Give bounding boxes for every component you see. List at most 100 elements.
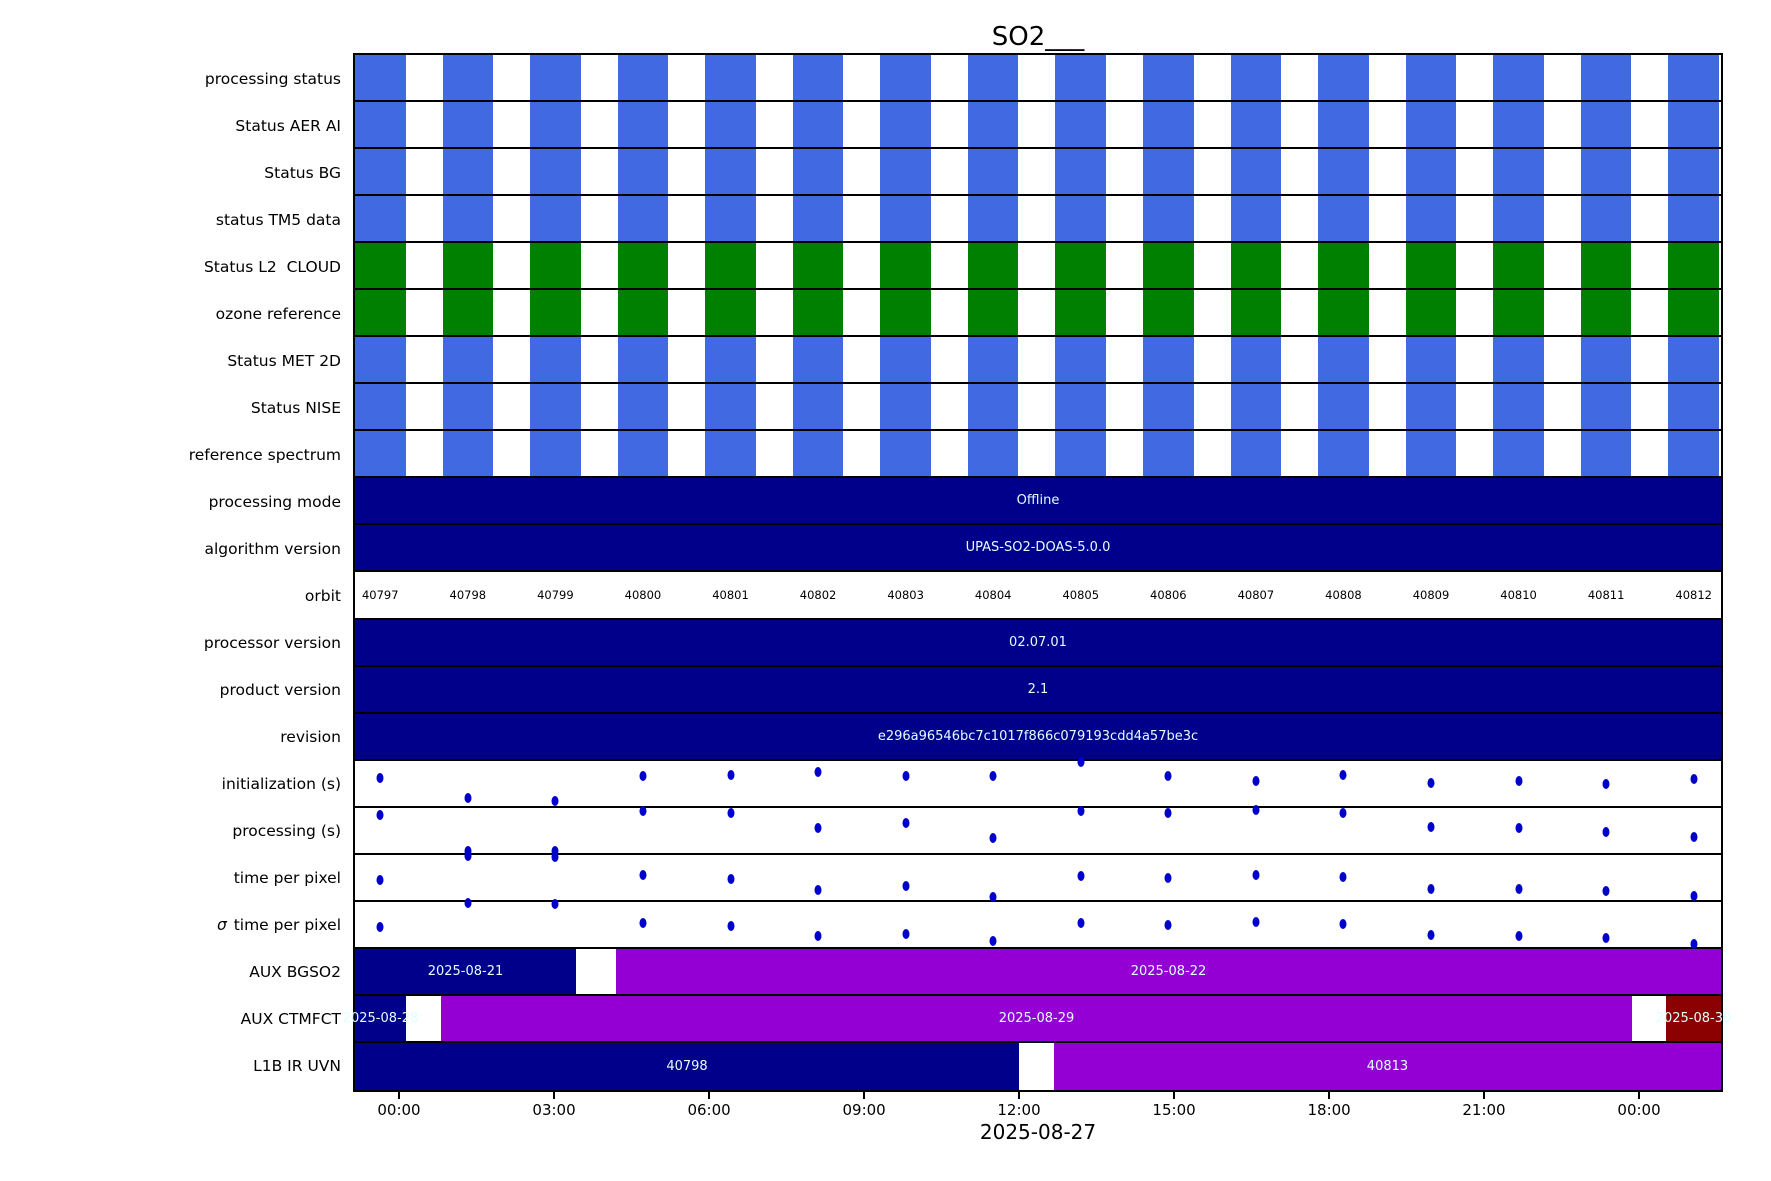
orbit-number: 40802 [799,588,837,603]
row-stripes [355,196,1721,244]
row-solid: 02.07.01 [355,619,1721,667]
status-block [1143,55,1194,101]
status-block [1318,431,1369,477]
scatter-dot [1602,885,1610,896]
status-block [1668,149,1719,195]
status-block [792,384,844,430]
timeline-span: 2025-08-28 [343,995,418,1041]
status-block [792,149,844,195]
status-block [1230,337,1282,383]
row-label: algorithm version [204,539,341,558]
orbit-number: 40797 [361,588,399,603]
status-block [1580,149,1632,195]
span-label: 2025-08-28 [342,1010,419,1026]
status-block [617,290,669,336]
x-tick-mark [1482,1092,1485,1099]
scatter-dot [814,822,822,833]
x-tick-label: 06:00 [687,1101,731,1119]
status-block [792,290,844,336]
x-tick-mark [1638,1092,1641,1099]
status-block [1230,55,1282,101]
row-label: Status NISE [250,398,341,417]
row-scatter [355,757,1721,808]
scatter-dot [1690,891,1698,902]
scatter-dot [1602,933,1610,944]
timeline-span: 40813 [1053,1042,1721,1090]
x-tick-mark [397,1092,400,1099]
status-block [705,196,756,242]
status-block [530,149,581,195]
status-block [442,431,494,477]
full-width-bar: 02.07.01 [355,619,1721,665]
row-stripes [355,149,1721,197]
row-label: time per pixel [233,869,341,888]
status-block [1405,290,1457,336]
orbit-number: 40800 [624,588,662,603]
scatter-dot [639,770,647,781]
status-block [442,384,494,430]
span-label: 2025-08-30 [1655,1010,1732,1026]
status-block [705,243,756,289]
row-stripes [355,384,1721,432]
status-block [1143,290,1194,336]
status-block [617,196,669,242]
status-block [617,431,669,477]
timeline-span: 2025-08-30 [1656,995,1731,1041]
x-tick-mark [1328,1092,1331,1099]
x-axis-date-label: 2025-08-27 [979,1120,1097,1144]
plot-area: Offline UPAS-SO2-DOAS-5.0.0 40797 40798 4079… [343,53,1731,1092]
status-block [1493,55,1544,101]
x-tick-label: 18:00 [1307,1101,1351,1119]
orbit-number: 40805 [1062,588,1100,603]
status-block [705,384,756,430]
status-block [1055,337,1107,383]
scatter-dot [376,772,384,783]
chart-title: SO2___ [991,22,1085,52]
orbit-number: 40809 [1412,588,1450,603]
x-tick-mark [1018,1092,1020,1099]
row-label: processor version [203,634,341,653]
status-block [355,290,406,336]
scatter-dot [1077,917,1085,928]
status-block [1668,55,1719,101]
status-block [1230,102,1282,148]
status-block [1405,243,1457,289]
scatter-dot [1515,931,1523,942]
row-stripes [355,243,1721,291]
timeline-span: 40798 [355,1042,1019,1090]
scatter-dot [376,809,384,820]
status-block [1580,337,1632,383]
scatter-dot [376,922,384,933]
span-label: 2025-08-22 [1130,963,1207,979]
row-label: processing (s) [232,822,341,841]
orbit-number: 40804 [974,588,1012,603]
scatter-dot [727,807,734,818]
status-block [1055,431,1107,477]
scatter-dot [1339,770,1347,781]
status-block [1493,102,1544,148]
status-block [442,55,494,101]
row-solid: e296a96546bc7c1017f866c079193cdd4a57be3c [355,713,1721,761]
status-block [792,337,844,383]
status-block [880,290,931,336]
status-block [967,431,1019,477]
status-block [1405,196,1457,242]
scatter-dot [1252,869,1260,880]
status-block [880,196,931,242]
status-block [355,384,406,430]
status-block [967,337,1019,383]
status-block [1580,196,1632,242]
row-label: σ time per pixel [216,916,341,935]
status-block [1143,149,1194,195]
status-block [442,243,494,289]
scatter-dot [1164,873,1172,884]
status-block [530,243,581,289]
status-block [1668,431,1719,477]
status-block [705,337,756,383]
scatter-dot [1515,822,1523,833]
span-label: 2025-08-21 [427,963,504,979]
row-spans: 2025-08-28 2025-08-29 2025-08-30 [343,995,1731,1043]
status-block [1143,243,1194,289]
status-block [1580,243,1632,289]
status-block [880,431,931,477]
